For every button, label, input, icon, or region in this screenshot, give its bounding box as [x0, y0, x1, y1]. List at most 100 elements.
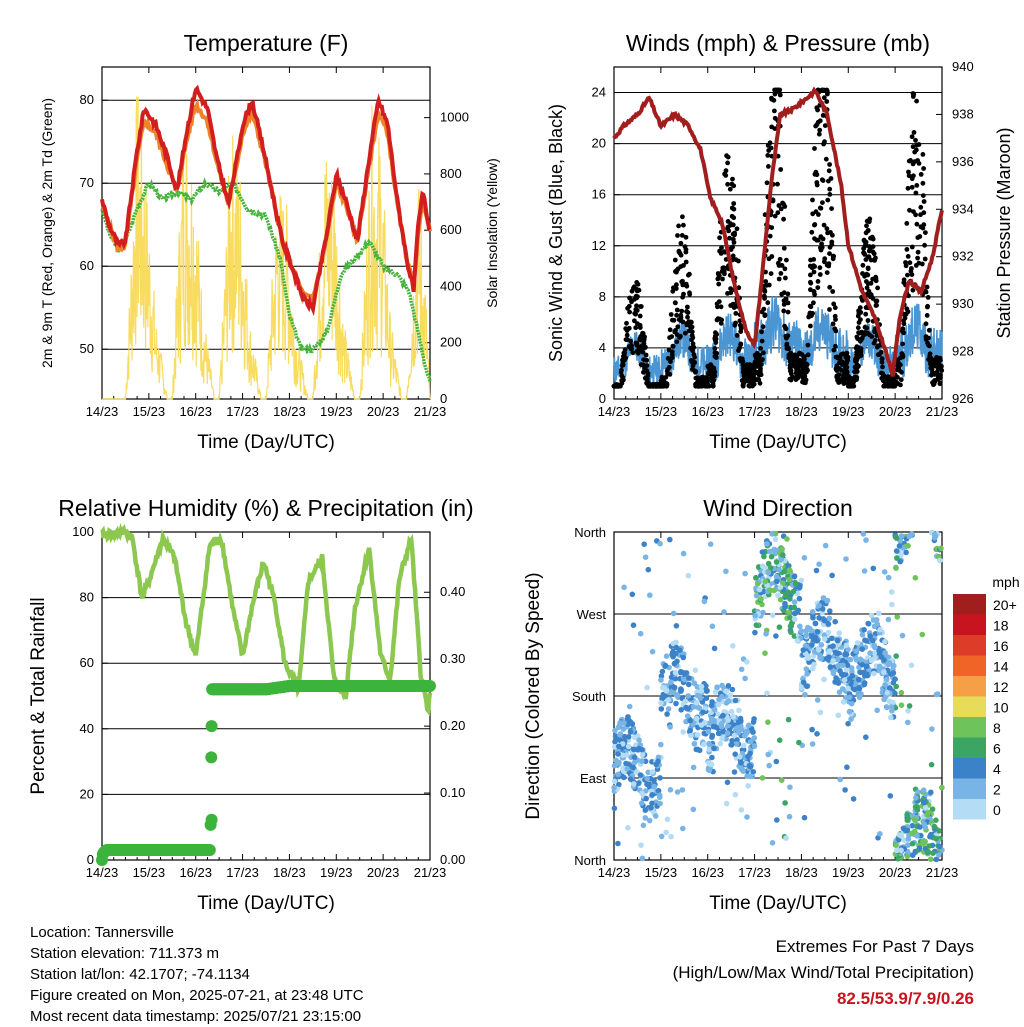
direction-point [933, 817, 939, 823]
direction-point [672, 669, 679, 676]
gust-point [914, 183, 920, 188]
gust-point [904, 247, 910, 252]
gust-point [914, 221, 920, 227]
direction-point [803, 666, 810, 672]
gust-point [686, 272, 691, 278]
direction-point [881, 569, 888, 575]
direction-point [636, 737, 642, 743]
direction-point [709, 732, 716, 739]
direction-point [703, 695, 710, 701]
gust-point [825, 230, 830, 236]
gust-point [819, 245, 825, 250]
gust-point [833, 343, 838, 349]
direction-point [898, 533, 905, 539]
direction-point [693, 699, 700, 706]
gust-point [825, 91, 830, 97]
gust-point [632, 296, 637, 302]
x-tick-label: 15/23 [645, 404, 678, 419]
direction-point [816, 561, 822, 567]
direction-point [832, 649, 839, 656]
x-tick-label: 16/23 [179, 865, 212, 880]
y-tick-label: North [574, 525, 606, 540]
direction-point [806, 659, 812, 665]
direction-point [742, 675, 748, 682]
x-tick-label: 21/23 [414, 865, 447, 880]
gust-point [908, 158, 913, 163]
direction-point [786, 577, 793, 583]
direction-point [744, 814, 750, 820]
gust-point [918, 212, 923, 218]
gust-point [866, 254, 872, 260]
direction-point [881, 657, 887, 663]
legend-swatch [953, 799, 986, 820]
direction-point [816, 602, 822, 609]
gust-point [783, 296, 789, 302]
direction-point [678, 707, 684, 713]
gust-point [920, 152, 926, 157]
direction-point [706, 740, 712, 747]
direction-point [856, 684, 862, 691]
direction-point [809, 741, 816, 747]
direction-point [711, 745, 717, 752]
gust-point [864, 279, 869, 284]
direction-point [683, 670, 689, 676]
gust-point [727, 235, 732, 241]
gust-point [909, 134, 915, 140]
y-right-tick-label: 400 [440, 278, 462, 293]
direction-point [769, 612, 776, 619]
direction-point [745, 722, 752, 729]
direction-point [883, 676, 890, 682]
x-tick-label: 20/23 [367, 865, 400, 880]
gust-point [680, 214, 685, 220]
gust-point [756, 372, 762, 378]
gust-point [811, 300, 816, 306]
gust-point [865, 266, 871, 272]
direction-point [886, 698, 893, 705]
direction-point [643, 795, 649, 802]
gust-point [909, 272, 915, 277]
gust-point [910, 144, 916, 150]
gust-point [689, 329, 695, 335]
gust-point [731, 305, 737, 310]
y-right-tick-label: 0.40 [440, 584, 465, 599]
direction-point [642, 554, 649, 560]
direction-point [909, 822, 916, 829]
gust-point [870, 244, 876, 250]
direction-point [784, 536, 790, 542]
direction-point [720, 712, 726, 719]
direction-point [904, 817, 911, 823]
gust-point [765, 300, 771, 306]
y-tick-label: 16 [592, 187, 606, 202]
direction-point [782, 603, 788, 610]
gust-point [720, 276, 725, 282]
direction-point [805, 655, 812, 661]
gust-point [736, 285, 742, 291]
gust-point [673, 286, 679, 291]
direction-point [845, 720, 851, 727]
gust-point [879, 356, 885, 362]
direction-point [630, 746, 637, 753]
direction-point [792, 581, 799, 587]
precip-point [203, 844, 216, 856]
gust-point [928, 361, 933, 366]
direction-point [846, 694, 853, 701]
direction-point [861, 680, 868, 686]
temp-2m-line [100, 84, 432, 317]
x-tick-label: 16/23 [179, 404, 212, 419]
direction-point [765, 570, 772, 576]
gust-point [915, 235, 921, 241]
direction-point [732, 697, 739, 704]
direction-point [663, 653, 670, 659]
gust-point [865, 318, 871, 323]
direction-point [885, 616, 892, 623]
gust-point [632, 311, 638, 316]
gust-point [667, 372, 673, 377]
direction-point [797, 623, 803, 630]
gust-point [785, 345, 791, 351]
direction-point [766, 762, 772, 769]
direction-point [706, 767, 713, 774]
direction-point [746, 762, 753, 769]
y-tick-label: 0 [87, 852, 94, 867]
gust-point [913, 137, 918, 143]
gust-point [728, 222, 733, 228]
